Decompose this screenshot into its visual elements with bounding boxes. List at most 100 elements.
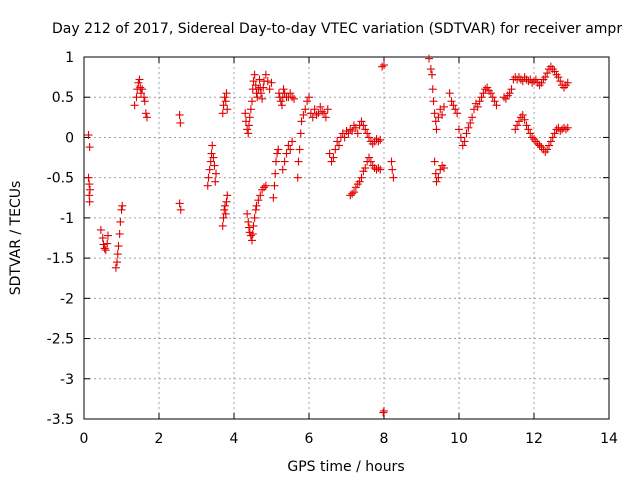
data-point bbox=[346, 191, 355, 200]
data-point bbox=[297, 117, 306, 126]
data-point bbox=[359, 121, 368, 130]
data-point bbox=[430, 109, 439, 118]
data-point bbox=[312, 110, 321, 119]
y-axis-ticks: -3.5 -3 -2.5 -2 -1.5 -1 -0.5 0 0.5 1 bbox=[47, 50, 609, 428]
data-point bbox=[220, 93, 229, 102]
data-point bbox=[263, 77, 272, 86]
data-point bbox=[113, 250, 122, 259]
data-point bbox=[327, 157, 336, 166]
data-point bbox=[209, 153, 218, 162]
data-point bbox=[276, 97, 285, 106]
data-point bbox=[556, 127, 565, 136]
data-point bbox=[331, 145, 340, 154]
data-point bbox=[246, 231, 255, 240]
data-point bbox=[507, 85, 516, 94]
data-point bbox=[550, 67, 559, 76]
data-point bbox=[284, 141, 293, 150]
data-point bbox=[357, 117, 366, 126]
data-point bbox=[295, 145, 304, 154]
data-point bbox=[366, 157, 375, 166]
data-point bbox=[85, 197, 94, 206]
data-point bbox=[453, 109, 462, 118]
data-point bbox=[543, 69, 552, 78]
data-point bbox=[86, 185, 94, 194]
data-point bbox=[428, 85, 437, 94]
data-point bbox=[333, 137, 342, 146]
data-point bbox=[511, 125, 520, 134]
data-point bbox=[351, 183, 360, 192]
data-point bbox=[340, 133, 349, 142]
data-point bbox=[208, 141, 217, 150]
data-point bbox=[243, 125, 252, 134]
data-point bbox=[310, 105, 319, 114]
data-point bbox=[210, 161, 219, 170]
data-point bbox=[259, 83, 268, 92]
data-point bbox=[134, 78, 143, 87]
y-tick-label: -3.5 bbox=[47, 412, 74, 428]
data-point bbox=[282, 149, 291, 158]
data-point bbox=[223, 105, 232, 114]
data-point bbox=[267, 78, 276, 87]
data-point bbox=[477, 93, 486, 102]
data-point bbox=[548, 133, 557, 142]
data-point bbox=[429, 97, 438, 106]
data-point bbox=[389, 173, 398, 182]
data-point bbox=[541, 73, 550, 82]
data-point bbox=[204, 173, 213, 182]
data-point bbox=[280, 157, 289, 166]
data-point bbox=[466, 118, 475, 127]
data-point bbox=[325, 149, 334, 158]
data-point bbox=[456, 133, 465, 142]
data-point bbox=[261, 181, 270, 190]
data-point bbox=[96, 225, 105, 234]
data-point bbox=[303, 97, 312, 106]
data-point bbox=[449, 101, 458, 110]
data-point bbox=[84, 131, 93, 140]
data-point bbox=[376, 135, 385, 144]
data-point bbox=[100, 244, 109, 253]
data-point bbox=[245, 121, 253, 130]
data-point bbox=[462, 129, 471, 138]
data-point bbox=[255, 75, 264, 84]
data-point bbox=[249, 77, 258, 86]
data-point bbox=[251, 81, 260, 90]
data-point bbox=[257, 89, 265, 98]
data-point bbox=[270, 181, 279, 190]
data-point bbox=[500, 93, 508, 102]
data-point bbox=[258, 94, 267, 103]
data-point bbox=[335, 141, 343, 150]
data-point bbox=[361, 164, 370, 173]
data-point bbox=[299, 110, 308, 119]
x-tick-label: 14 bbox=[600, 431, 618, 447]
data-point bbox=[261, 70, 270, 79]
data-point bbox=[440, 102, 448, 111]
data-point bbox=[438, 110, 447, 119]
data-point bbox=[273, 149, 282, 158]
data-point bbox=[118, 201, 127, 210]
data-point bbox=[359, 167, 368, 176]
data-point bbox=[278, 165, 287, 174]
data-point bbox=[361, 125, 370, 134]
data-point bbox=[175, 199, 184, 208]
data-point bbox=[451, 105, 460, 114]
data-point bbox=[254, 85, 263, 94]
data-point bbox=[132, 93, 141, 102]
data-point bbox=[546, 137, 555, 146]
data-point bbox=[432, 125, 441, 134]
data-point bbox=[130, 101, 139, 110]
data-point bbox=[513, 121, 522, 130]
data-point bbox=[320, 109, 328, 118]
data-point bbox=[380, 406, 388, 415]
data-point bbox=[244, 129, 253, 138]
data-point bbox=[431, 169, 440, 178]
data-point bbox=[434, 173, 443, 182]
data-point bbox=[531, 75, 540, 84]
data-point bbox=[116, 217, 125, 226]
data-point bbox=[138, 85, 147, 94]
y-tick-label: -2.5 bbox=[47, 332, 74, 348]
data-point bbox=[346, 125, 355, 134]
data-point bbox=[554, 73, 563, 82]
data-point bbox=[290, 94, 298, 103]
data-point bbox=[318, 107, 327, 116]
data-point bbox=[455, 125, 463, 134]
